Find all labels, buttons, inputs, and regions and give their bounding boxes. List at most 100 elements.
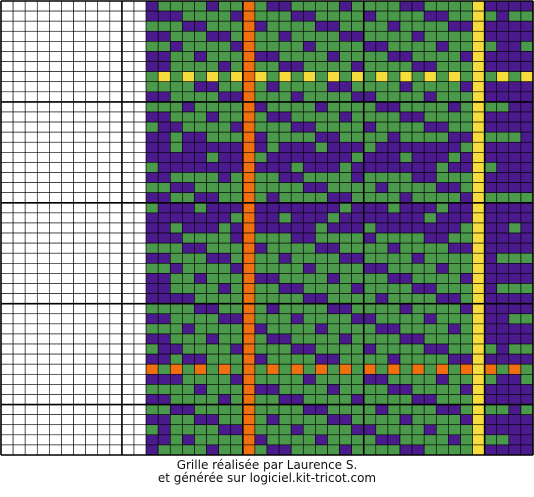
stitch-cell bbox=[290, 51, 304, 62]
stitch-cell bbox=[133, 172, 147, 183]
stitch-cell bbox=[302, 293, 316, 304]
stitch-cell bbox=[24, 91, 38, 103]
stitch-cell bbox=[472, 141, 485, 153]
stitch-cell bbox=[266, 273, 280, 284]
stitch-cell bbox=[435, 192, 449, 204]
stitch-cell bbox=[387, 333, 401, 345]
stitch-cell bbox=[266, 192, 280, 204]
stitch-cell bbox=[49, 41, 62, 52]
stitch-cell bbox=[85, 0, 99, 12]
stitch-cell bbox=[315, 414, 328, 426]
stitch-cell bbox=[375, 162, 389, 173]
stitch-cell bbox=[266, 152, 280, 163]
stitch-cell bbox=[109, 10, 123, 22]
stitch-cell bbox=[302, 242, 316, 254]
stitch-cell bbox=[302, 323, 316, 335]
stitch-cell bbox=[315, 131, 328, 143]
stitch-cell bbox=[339, 202, 352, 214]
stitch-cell bbox=[97, 283, 111, 294]
stitch-cell bbox=[302, 373, 316, 385]
stitch-cell bbox=[339, 313, 352, 325]
stitch-cell bbox=[508, 283, 522, 294]
stitch-cell bbox=[411, 61, 425, 72]
stitch-cell bbox=[266, 121, 280, 133]
stitch-cell bbox=[266, 212, 280, 224]
stitch-cell bbox=[302, 232, 316, 244]
stitch-cell bbox=[85, 444, 99, 456]
stitch-cell bbox=[375, 101, 389, 113]
stitch-cell bbox=[85, 424, 99, 436]
stitch-cell bbox=[169, 363, 183, 375]
stitch-cell bbox=[109, 20, 123, 32]
stitch-cell bbox=[327, 182, 340, 193]
stitch-cell bbox=[49, 61, 62, 72]
stitch-cell bbox=[145, 152, 159, 163]
stitch-cell bbox=[484, 303, 498, 315]
stitch-cell bbox=[182, 283, 195, 294]
stitch-cell bbox=[472, 111, 485, 123]
stitch-cell bbox=[206, 172, 219, 183]
stitch-cell bbox=[36, 10, 50, 22]
stitch-cell bbox=[109, 273, 123, 284]
stitch-cell bbox=[460, 0, 473, 12]
stitch-cell bbox=[411, 20, 425, 32]
stitch-cell bbox=[206, 343, 219, 355]
stitch-cell bbox=[24, 10, 38, 22]
stitch-cell bbox=[460, 152, 473, 163]
stitch-cell bbox=[206, 404, 219, 415]
stitch-cell bbox=[411, 343, 425, 355]
stitch-cell bbox=[97, 313, 111, 325]
stitch-cell bbox=[218, 232, 232, 244]
stitch-cell bbox=[85, 404, 99, 415]
stitch-cell bbox=[423, 182, 437, 193]
stitch-cell bbox=[230, 303, 244, 315]
stitch-cell bbox=[315, 51, 328, 62]
stitch-cell bbox=[266, 111, 280, 123]
stitch-cell bbox=[97, 303, 111, 315]
stitch-cell bbox=[435, 283, 449, 294]
stitch-cell bbox=[496, 81, 510, 93]
stitch-cell bbox=[206, 182, 219, 193]
stitch-cell bbox=[61, 222, 74, 234]
stitch-cell bbox=[472, 333, 485, 345]
stitch-cell bbox=[375, 51, 389, 62]
stitch-cell bbox=[375, 323, 389, 335]
stitch-cell bbox=[0, 424, 14, 436]
stitch-cell bbox=[448, 41, 461, 52]
stitch-cell bbox=[36, 444, 50, 456]
stitch-cell bbox=[339, 232, 352, 244]
stitch-cell bbox=[182, 242, 195, 254]
stitch-cell bbox=[387, 263, 401, 274]
stitch-cell bbox=[266, 363, 280, 375]
stitch-cell bbox=[206, 71, 219, 83]
stitch-cell bbox=[36, 313, 50, 325]
stitch-cell bbox=[194, 30, 207, 42]
stitch-cell bbox=[157, 313, 171, 325]
stitch-cell bbox=[133, 111, 147, 123]
stitch-cell bbox=[242, 20, 256, 32]
stitch-cell bbox=[351, 252, 365, 264]
stitch-cell bbox=[24, 111, 38, 123]
stitch-cell bbox=[278, 313, 292, 325]
stitch-cell bbox=[363, 91, 377, 103]
stitch-cell bbox=[254, 444, 268, 456]
stitch-cell bbox=[448, 373, 461, 385]
stitch-cell bbox=[339, 394, 352, 405]
stitch-cell bbox=[435, 273, 449, 284]
stitch-cell bbox=[61, 141, 74, 153]
stitch-cell bbox=[351, 182, 365, 193]
stitch-cell bbox=[460, 141, 473, 153]
stitch-cell bbox=[73, 273, 86, 284]
stitch-cell bbox=[194, 51, 207, 62]
stitch-cell bbox=[97, 182, 111, 193]
stitch-cell bbox=[230, 152, 244, 163]
stitch-cell bbox=[121, 141, 135, 153]
stitch-cell bbox=[472, 10, 485, 22]
stitch-cell bbox=[133, 444, 147, 456]
stitch-cell bbox=[49, 263, 62, 274]
stitch-cell bbox=[387, 212, 401, 224]
stitch-cell bbox=[302, 121, 316, 133]
stitch-cell bbox=[399, 414, 413, 426]
stitch-cell bbox=[351, 41, 365, 52]
stitch-cell bbox=[24, 384, 38, 395]
